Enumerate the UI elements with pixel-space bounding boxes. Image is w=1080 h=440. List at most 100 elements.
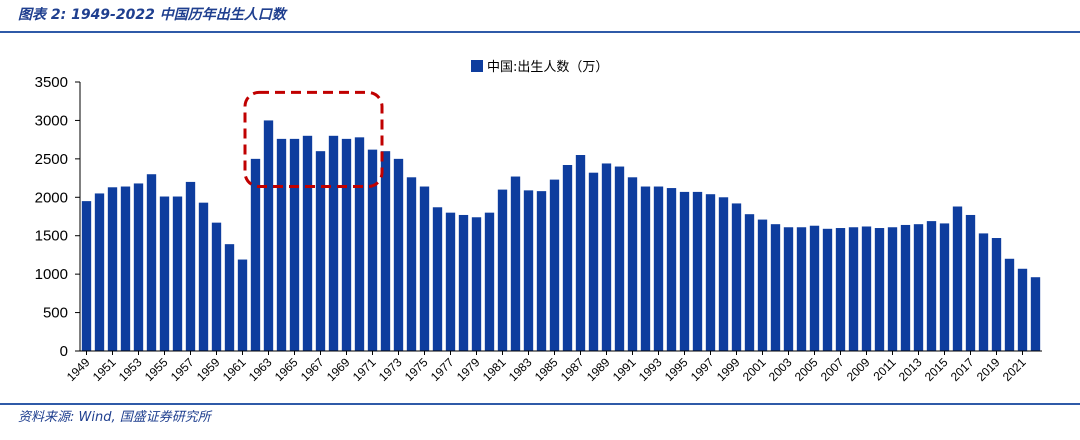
bar-1983: [523, 190, 534, 351]
x-tick-label: 1971: [350, 355, 379, 384]
bar-1994: [666, 188, 677, 351]
bar-2011: [887, 227, 898, 351]
bar-2013: [913, 224, 924, 351]
bar-2020: [1004, 258, 1015, 351]
bar-2010: [874, 228, 885, 351]
bar-1992: [640, 186, 651, 351]
x-tick-label: 1965: [272, 355, 301, 384]
bar-2021: [1017, 268, 1028, 351]
birth-chart: 中国:出生人数（万） 0500100015002000250030003500 …: [35, 60, 1042, 384]
x-tick-label: 1963: [246, 355, 275, 384]
bar-1960: [224, 244, 235, 351]
bar-1956: [172, 196, 183, 351]
bar-1974: [406, 177, 417, 351]
x-tick-label: 1985: [532, 355, 561, 384]
y-tick-label: 0: [60, 343, 68, 360]
bar-1950: [94, 193, 105, 351]
bar-1973: [393, 158, 404, 351]
x-tick-label: 2011: [870, 355, 898, 383]
bar-2003: [783, 227, 794, 351]
x-tick-label: 1997: [688, 355, 717, 384]
y-tick-label: 3000: [35, 112, 68, 129]
bar-1996: [692, 191, 703, 351]
bar-2002: [770, 224, 781, 351]
bar-1954: [146, 174, 157, 351]
bar-1958: [198, 202, 209, 351]
x-tick-label: 1991: [610, 355, 639, 384]
bar-1957: [185, 181, 196, 351]
y-tick-label: 1500: [35, 228, 68, 245]
x-tick-label: 2021: [1000, 355, 1029, 384]
bar-1969: [341, 138, 352, 351]
bar-2019: [991, 238, 1002, 351]
bar-1991: [627, 177, 638, 351]
x-tick-label: 1995: [662, 355, 691, 384]
x-tick-label: 1989: [584, 355, 613, 384]
bar-1988: [588, 172, 599, 351]
bar-1986: [562, 165, 573, 351]
x-tick-label: 1987: [558, 355, 587, 384]
x-tick-label: 1999: [714, 355, 743, 384]
bar-1962: [250, 158, 261, 351]
bar-1961: [237, 259, 248, 351]
bar-2008: [848, 227, 859, 351]
bar-2017: [965, 214, 976, 351]
x-tick-label: 1967: [298, 355, 327, 384]
chart-legend: 中国:出生人数（万）: [471, 60, 608, 75]
bar-1970: [354, 137, 365, 351]
y-axis: 0 500 1000 1500 2000 2500 3000 3500: [35, 74, 81, 360]
x-tick-label: 1975: [402, 355, 431, 384]
x-tick-label: 1981: [480, 355, 509, 384]
bar-1978: [458, 214, 469, 351]
x-tick-label: 2001: [740, 355, 769, 384]
bar-1989: [601, 163, 612, 351]
x-tick-label: 1973: [376, 355, 405, 384]
x-tick-label: 1979: [454, 355, 483, 384]
source-note: 资料来源: Wind, 国盛证券研究所: [18, 410, 211, 425]
title-rule: [0, 31, 1080, 33]
x-tick-label: 1957: [168, 355, 197, 384]
bar-1963: [263, 120, 274, 351]
y-tick-label: 500: [43, 305, 68, 322]
x-tick-label: 2019: [974, 355, 1003, 384]
bar-1993: [653, 186, 664, 351]
x-tick-label: 1959: [194, 355, 223, 384]
bar-2018: [978, 233, 989, 351]
bar-1997: [705, 194, 716, 351]
bar-2015: [939, 223, 950, 351]
bar-2006: [822, 228, 833, 351]
bar-1971: [367, 149, 378, 351]
bar-1999: [731, 203, 742, 351]
x-tick-label: 1961: [220, 355, 249, 384]
bar-2016: [952, 206, 963, 351]
x-tick-label: 2015: [922, 355, 951, 384]
y-tick-label: 1000: [35, 266, 68, 283]
bar-1984: [536, 191, 547, 351]
x-tick-label: 1949: [64, 355, 93, 384]
x-tick-label: 2007: [818, 355, 847, 384]
bar-1976: [432, 207, 443, 351]
bar-1985: [549, 179, 560, 351]
bar-1959: [211, 222, 222, 351]
x-tick-label: 2009: [844, 355, 873, 384]
bar-2000: [744, 214, 755, 351]
x-tick-label: 2005: [792, 355, 821, 384]
x-tick-label: 1977: [428, 355, 457, 384]
y-tick-label: 2000: [35, 189, 68, 206]
x-axis: 1949195119531955195719591961196319651967…: [64, 350, 1042, 384]
bar-1955: [159, 196, 170, 351]
x-tick-label: 1983: [506, 355, 535, 384]
bar-2001: [757, 219, 768, 351]
bar-1977: [445, 212, 456, 351]
legend-label: 中国:出生人数（万）: [487, 60, 608, 75]
bar-1953: [133, 183, 144, 351]
bar-2004: [796, 227, 807, 351]
bar-1982: [510, 176, 521, 351]
bar-1965: [289, 138, 300, 351]
x-tick-label: 1969: [324, 355, 353, 384]
bar-1968: [328, 135, 339, 351]
bar-2022: [1030, 277, 1041, 351]
bar-1964: [276, 138, 287, 351]
bar-1990: [614, 166, 625, 351]
bar-1980: [484, 212, 495, 351]
